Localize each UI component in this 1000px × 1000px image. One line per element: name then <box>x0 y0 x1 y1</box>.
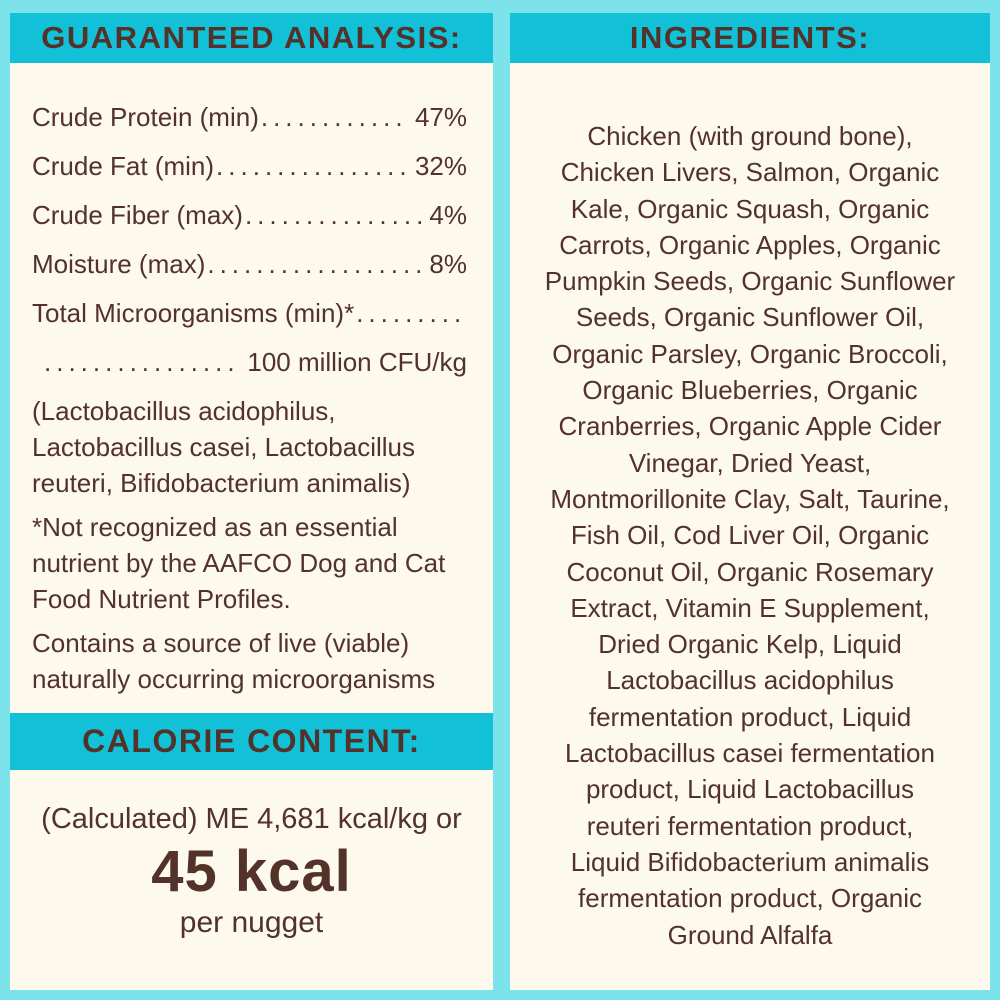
contains-live-microorganisms-note: Contains a source of live (viable) natur… <box>32 628 436 694</box>
analysis-label: Crude Fiber (max) <box>32 200 243 230</box>
analysis-rows: Crude Protein (min) ....................… <box>32 93 467 387</box>
calorie-calculated-line: (Calculated) ME 4,681 kcal/kg or <box>41 803 462 835</box>
analysis-row-moisture: Moisture (max) .........................… <box>32 240 467 289</box>
analysis-label: Crude Protein (min) <box>32 102 259 132</box>
analysis-value: 4% <box>429 200 467 230</box>
guaranteed-analysis-header-band: GUARANTEED ANALYSIS: <box>10 13 493 63</box>
microorganism-species-note: (Lactobacillus acidophilus, Lactobacillu… <box>32 396 415 498</box>
calorie-content-header-band: CALORIE CONTENT: <box>10 713 493 770</box>
analysis-label: Crude Fat (min) <box>32 151 215 181</box>
ingredients-panel: INGREDIENTS: Chicken (with ground bone),… <box>510 13 990 990</box>
dotted-leader: ........................................… <box>244 200 423 230</box>
ingredients-title: INGREDIENTS: <box>629 20 871 55</box>
calorie-kcal-value: 45 kcal <box>151 839 352 904</box>
dotted-leader: ........................................… <box>356 298 467 328</box>
ingredients-header-band: INGREDIENTS: <box>510 13 990 63</box>
calorie-content-title: CALORIE CONTENT: <box>82 723 421 759</box>
analysis-row-crude-fiber: Crude Fiber (max) ......................… <box>32 191 467 240</box>
dotted-leader: ........................................… <box>260 102 409 132</box>
aafco-footnote: *Not recognized as an essential nutrient… <box>32 512 446 614</box>
analysis-row-crude-protein: Crude Protein (min) ....................… <box>32 93 467 142</box>
analysis-value: 8% <box>429 249 467 279</box>
analysis-value: 47% <box>414 102 467 132</box>
analysis-label: Total Microorganisms (min)* <box>32 298 355 328</box>
analysis-row-microorganisms-value: ........................................… <box>32 338 467 387</box>
analysis-value: 32% <box>414 151 467 181</box>
calorie-per-nugget-label: per nugget <box>179 906 324 939</box>
analysis-row-total-microorganisms: Total Microorganisms (min)* ............… <box>32 289 467 338</box>
guaranteed-analysis-title: GUARANTEED ANALYSIS: <box>41 20 462 55</box>
analysis-row-crude-fat: Crude Fat (min) ........................… <box>32 142 467 191</box>
analysis-value: 100 million CFU/kg <box>247 347 467 377</box>
dotted-leader: ........................................… <box>216 151 409 181</box>
ingredients-list: Chicken (with ground bone), Chicken Live… <box>544 121 956 950</box>
guaranteed-analysis-panel: GUARANTEED ANALYSIS: Crude Protein (min)… <box>10 13 493 990</box>
dotted-leader: ........................................… <box>207 249 424 279</box>
analysis-label: Moisture (max) <box>32 249 206 279</box>
dotted-leader: ........................................… <box>44 347 241 377</box>
